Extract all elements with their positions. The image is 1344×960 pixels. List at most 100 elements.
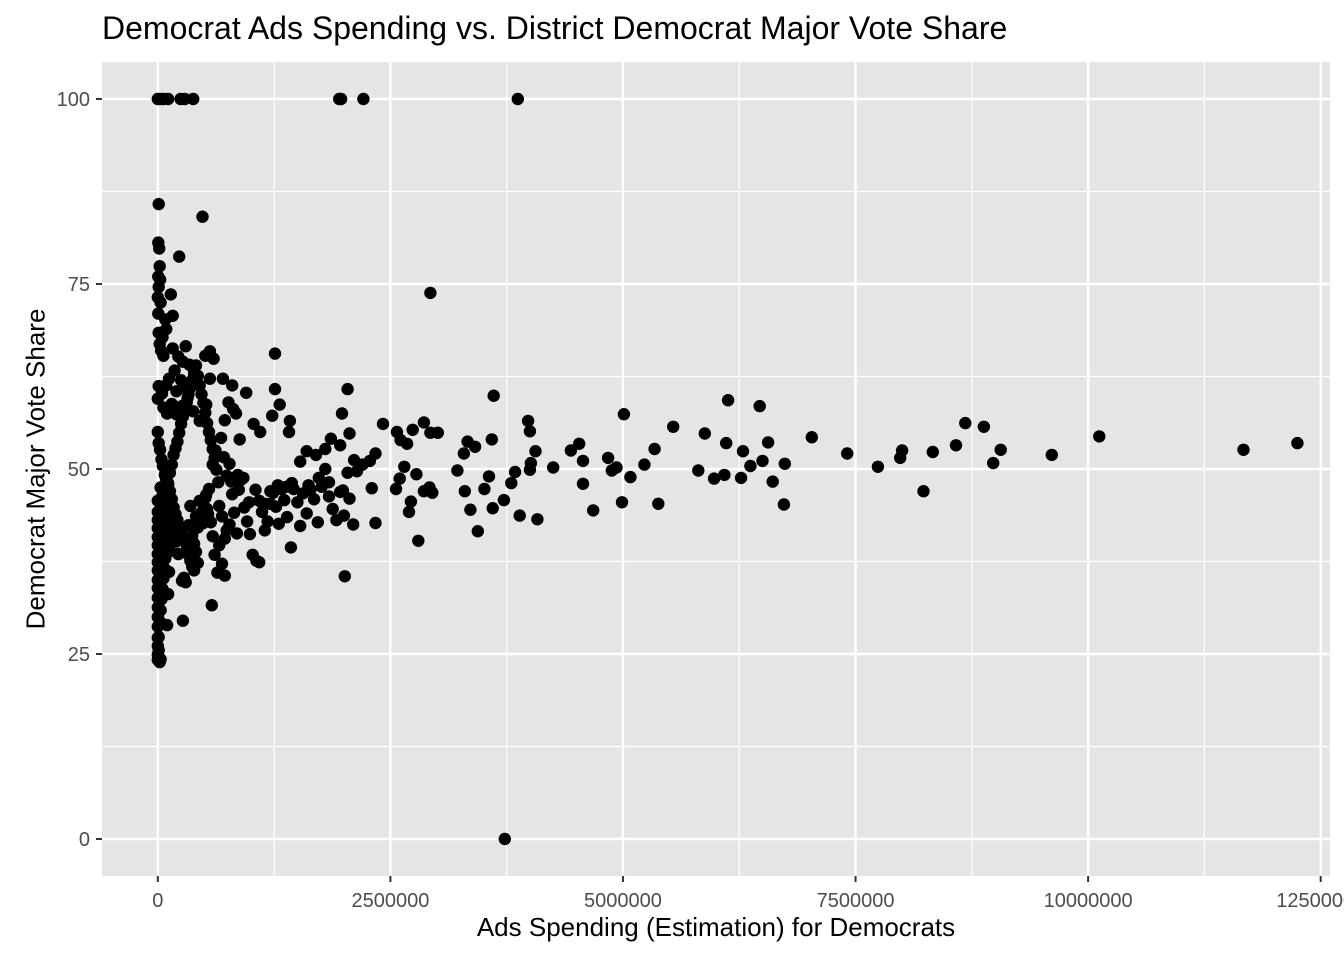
data-point (488, 390, 500, 402)
data-point (154, 653, 166, 665)
data-point (341, 467, 353, 479)
data-point (180, 340, 192, 352)
y-axis-label: Democrat Major Vote Share (21, 309, 52, 630)
data-point (323, 490, 335, 502)
data-point (190, 359, 202, 371)
data-point (577, 455, 589, 467)
data-point (335, 93, 347, 105)
data-point (327, 503, 339, 515)
data-point (312, 516, 324, 528)
data-point (230, 407, 242, 419)
data-point (308, 493, 320, 505)
data-point (153, 380, 165, 392)
data-point (841, 447, 853, 459)
data-point (366, 482, 378, 494)
data-point (424, 287, 436, 299)
data-point (226, 379, 238, 391)
data-point (162, 588, 174, 600)
y-tick-label: 0 (79, 829, 90, 851)
data-point (616, 496, 628, 508)
data-point (410, 468, 422, 480)
data-point (577, 478, 589, 490)
data-point (336, 407, 348, 419)
data-point (369, 447, 381, 459)
data-point (754, 400, 766, 412)
data-point (274, 398, 286, 410)
x-tick-label: 2500000 (351, 890, 429, 912)
data-point (610, 461, 622, 473)
data-point (180, 576, 192, 588)
data-point (294, 520, 306, 532)
data-point (243, 496, 255, 508)
data-point (917, 485, 929, 497)
y-tick-label: 25 (68, 644, 90, 666)
data-point (718, 469, 730, 481)
data-point (722, 394, 734, 406)
data-point (451, 464, 463, 476)
data-point (369, 517, 381, 529)
data-point (206, 599, 218, 611)
data-point (950, 439, 962, 451)
y-tick-label: 100 (57, 89, 90, 111)
data-point (464, 504, 476, 516)
data-point (338, 509, 350, 521)
data-point (514, 509, 526, 521)
data-point (377, 418, 389, 430)
data-point (478, 483, 490, 495)
data-point (219, 569, 231, 581)
data-point (281, 511, 293, 523)
data-point (216, 510, 228, 522)
data-point (602, 452, 614, 464)
data-point (154, 604, 166, 616)
x-tick-label: 7500000 (817, 890, 895, 912)
data-point (192, 557, 204, 569)
data-point (529, 445, 541, 457)
data-point (959, 417, 971, 429)
data-point (223, 458, 235, 470)
data-point (618, 408, 630, 420)
data-point (762, 436, 774, 448)
data-point (207, 353, 219, 365)
data-point (266, 410, 278, 422)
data-point (524, 425, 536, 437)
data-point (204, 373, 216, 385)
data-point (208, 452, 220, 464)
data-point (648, 443, 660, 455)
data-point (153, 198, 165, 210)
data-point (264, 485, 276, 497)
data-point (498, 494, 510, 506)
data-point (756, 455, 768, 467)
data-point (231, 527, 243, 539)
data-point (778, 498, 790, 510)
data-point (522, 415, 534, 427)
data-point (667, 421, 679, 433)
data-point (337, 484, 349, 496)
data-point (401, 438, 413, 450)
data-point (486, 433, 498, 445)
data-point (215, 432, 227, 444)
data-point (512, 93, 524, 105)
data-point (254, 426, 266, 438)
y-axis-ticks: 0255075100 (57, 89, 102, 851)
data-point (153, 242, 165, 254)
data-point (652, 498, 664, 510)
data-point (547, 461, 559, 473)
data-point (432, 427, 444, 439)
x-tick-label: 5000000 (584, 890, 662, 912)
data-point (241, 515, 253, 527)
data-point (165, 288, 177, 300)
data-point (172, 548, 184, 560)
data-point (234, 433, 246, 445)
data-point (240, 387, 252, 399)
x-tick-label: 12500000 (1276, 890, 1344, 912)
data-point (472, 525, 484, 537)
data-point (177, 615, 189, 627)
data-point (531, 513, 543, 525)
data-point (624, 471, 636, 483)
data-point (341, 383, 353, 395)
data-point (806, 431, 818, 443)
data-point (872, 461, 884, 473)
data-point (158, 498, 170, 510)
data-point (294, 455, 306, 467)
